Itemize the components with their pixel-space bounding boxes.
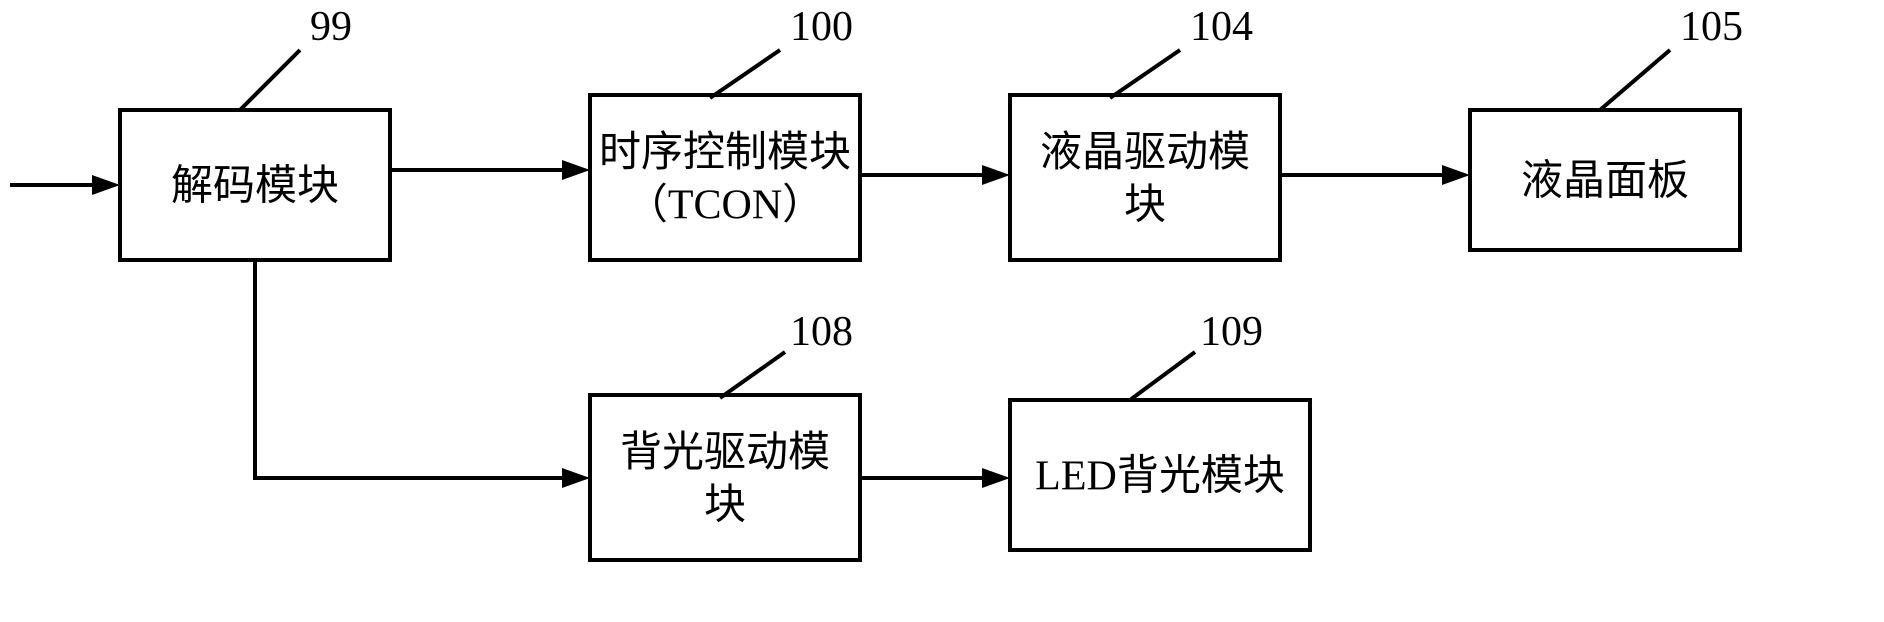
edge-100-to-104 (860, 165, 1010, 185)
edge-108-to-109 (860, 468, 1010, 488)
callout-105-number: 105 (1680, 4, 1743, 50)
callout-100: 100 (710, 4, 853, 98)
node-99: 解码模块 (120, 110, 390, 260)
callout-104: 104 (1110, 4, 1253, 98)
node-109: LED背光模块 (1010, 400, 1310, 550)
callout-109-number: 109 (1200, 309, 1263, 355)
callout-105: 105 (1600, 4, 1743, 110)
node-104: 液晶驱动模块 (1010, 95, 1280, 260)
callout-109: 109 (1130, 309, 1263, 400)
node-105-label: 液晶面板 (1521, 159, 1689, 205)
node-104-label: 液晶驱动模块 (1040, 130, 1250, 229)
callout-99-number: 99 (310, 4, 352, 50)
edge-99-to-100 (390, 160, 590, 180)
callout-99: 99 (240, 4, 352, 110)
callout-100-number: 100 (790, 4, 853, 50)
node-108: 背光驱动模块 (590, 395, 860, 560)
node-109-label: LED背光模块 (1035, 454, 1285, 500)
edge-104-to-105 (1280, 165, 1470, 185)
callout-104-number: 104 (1190, 4, 1253, 50)
node-105: 液晶面板 (1470, 110, 1740, 250)
node-100: 时序控制模块（TCON） (590, 95, 860, 260)
node-99-label: 解码模块 (171, 164, 339, 210)
callout-108-number: 108 (790, 309, 853, 355)
edge-99-to-108 (255, 260, 590, 488)
node-108-label: 背光驱动模块 (620, 430, 830, 529)
callout-108: 108 (720, 309, 853, 398)
node-100-label: 时序控制模块（TCON） (599, 130, 851, 229)
edge-in-to-99 (10, 175, 120, 195)
